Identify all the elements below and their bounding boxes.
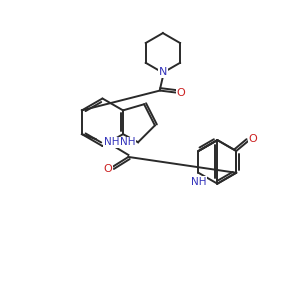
Text: NH: NH bbox=[103, 137, 119, 147]
Text: N: N bbox=[159, 67, 167, 77]
Text: NH: NH bbox=[120, 137, 135, 147]
Text: O: O bbox=[249, 134, 257, 144]
Text: NH: NH bbox=[191, 177, 206, 187]
Text: O: O bbox=[176, 88, 185, 98]
Text: O: O bbox=[103, 164, 112, 174]
